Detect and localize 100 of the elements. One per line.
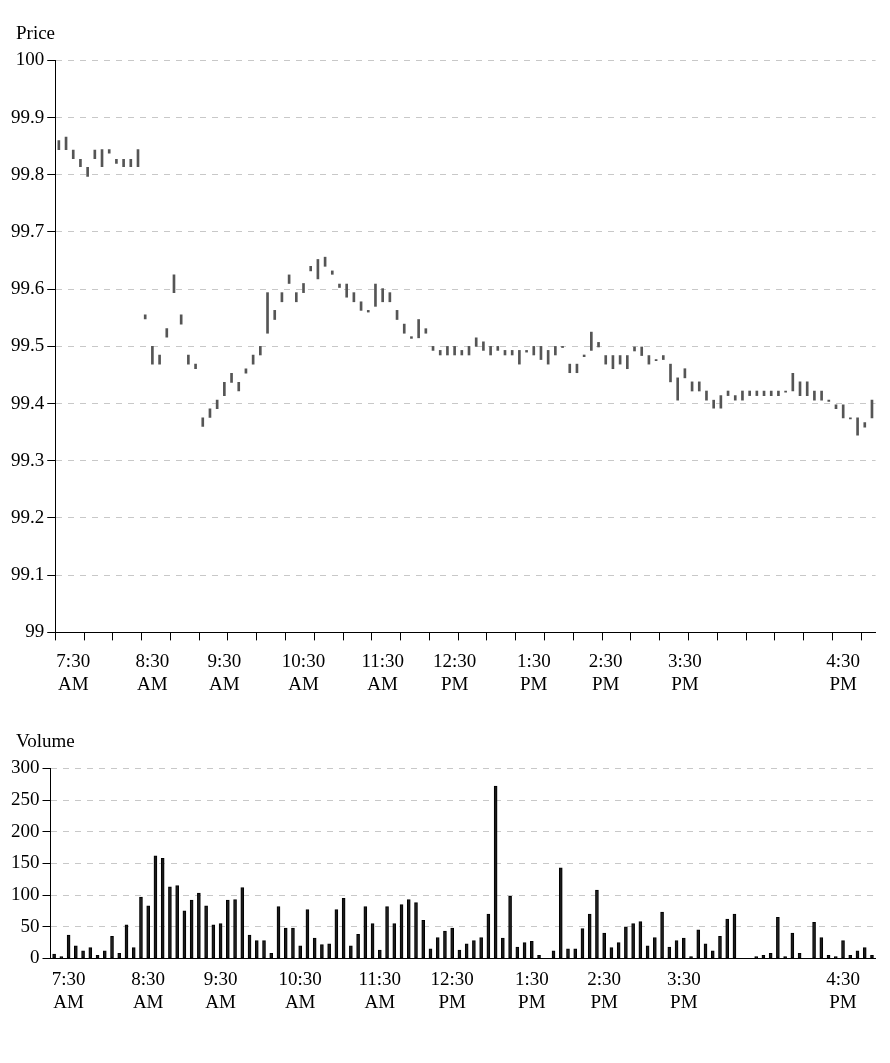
bar xyxy=(86,167,89,177)
x-tick-label: 7:30 AM xyxy=(56,649,91,694)
bar xyxy=(237,382,241,392)
bar xyxy=(856,417,859,436)
bar xyxy=(482,341,485,351)
bar xyxy=(259,346,262,356)
bar xyxy=(590,331,593,351)
bar xyxy=(633,346,636,352)
bar xyxy=(223,382,226,396)
y-tick-label: 250 xyxy=(11,788,40,810)
y-tick-label: 100 xyxy=(11,883,40,905)
bar xyxy=(129,159,133,168)
x-tick-label: 8:30 AM xyxy=(135,649,170,694)
bar xyxy=(863,422,867,428)
bar xyxy=(705,390,708,401)
bar xyxy=(201,417,205,427)
x-tick-label: 9:30 AM xyxy=(207,649,242,694)
y-tick-label: 99.9 xyxy=(11,105,45,127)
x-tick-label: 10:30 AM xyxy=(278,967,322,1012)
bar xyxy=(791,372,795,392)
bar xyxy=(366,310,370,313)
bar xyxy=(151,346,154,365)
x-tick-label: 11:30 AM xyxy=(361,649,404,694)
bar xyxy=(93,149,97,160)
bar xyxy=(741,390,744,401)
x-tick-label: 12:30 PM xyxy=(432,649,477,694)
x-tick-label: 7:30 AM xyxy=(51,967,86,1012)
x-tick-label: 4:30 PM xyxy=(826,967,860,1012)
bar xyxy=(115,159,118,164)
y-tick-label: 99 xyxy=(25,620,45,642)
bar xyxy=(805,381,809,396)
bar xyxy=(71,149,75,160)
bar xyxy=(460,350,464,356)
bar xyxy=(841,404,845,419)
bar xyxy=(489,346,492,356)
x-tick-label: 1:30 PM xyxy=(516,649,551,694)
x-tick-label: 4:30 PM xyxy=(826,649,861,694)
bar xyxy=(697,381,701,392)
bar xyxy=(496,346,500,351)
y-axis-title: Volume xyxy=(16,730,76,753)
bar xyxy=(604,355,608,365)
bar xyxy=(554,346,557,356)
y-tick-label: 100 xyxy=(15,48,45,70)
bar xyxy=(143,314,147,320)
x-tick-label: 2:30 PM xyxy=(588,649,623,694)
bar xyxy=(194,363,197,370)
bar xyxy=(330,270,334,275)
bar xyxy=(438,350,442,356)
bar xyxy=(266,292,269,334)
y-tick-label: 300 xyxy=(11,756,40,778)
bar xyxy=(669,363,672,383)
bar xyxy=(748,390,751,396)
bar xyxy=(661,355,665,360)
y-tick-label: 99.5 xyxy=(11,334,45,356)
bar xyxy=(568,363,572,374)
bar xyxy=(302,283,305,293)
bar xyxy=(309,265,313,272)
bar xyxy=(777,390,780,396)
bar xyxy=(273,310,277,320)
bar xyxy=(640,346,644,356)
bar xyxy=(158,354,161,365)
bar xyxy=(525,350,528,353)
bar xyxy=(733,395,737,401)
bar xyxy=(381,288,384,303)
y-tick-label: 99.6 xyxy=(11,277,45,299)
bar xyxy=(179,314,183,325)
bar xyxy=(79,159,82,168)
bar xyxy=(417,319,420,339)
bar xyxy=(374,283,377,307)
bar xyxy=(597,342,600,348)
bar xyxy=(510,350,514,356)
y-tick-label: 99.7 xyxy=(11,219,45,241)
bar xyxy=(474,337,478,347)
bar xyxy=(122,159,125,168)
bar xyxy=(518,350,521,365)
x-tick-label: 11:30 AM xyxy=(358,967,402,1012)
bar xyxy=(625,355,629,370)
bar xyxy=(187,354,190,365)
x-tick-label: 3:30 PM xyxy=(667,649,702,694)
y-tick-label: 99.8 xyxy=(11,162,45,184)
x-tick-label: 10:30 AM xyxy=(281,649,326,694)
y-tick-label: 200 xyxy=(11,819,40,841)
y-tick-label: 0 xyxy=(30,946,40,968)
bar xyxy=(294,292,298,303)
bar xyxy=(676,377,680,401)
y-tick-label: 99.2 xyxy=(11,505,45,527)
bar xyxy=(446,346,449,356)
y-tick-label: 99.4 xyxy=(11,391,45,413)
x-tick-label: 9:30 AM xyxy=(203,967,238,1012)
y-tick-label: 99.3 xyxy=(11,448,45,470)
bar xyxy=(769,390,773,396)
bar xyxy=(338,283,341,288)
bar xyxy=(532,346,536,356)
bar xyxy=(453,346,456,356)
x-tick-label: 8:30 AM xyxy=(131,967,166,1012)
bar xyxy=(107,149,111,154)
y-tick-label: 150 xyxy=(11,851,40,873)
bar xyxy=(712,399,715,409)
bar xyxy=(230,372,233,383)
bar xyxy=(410,336,413,339)
